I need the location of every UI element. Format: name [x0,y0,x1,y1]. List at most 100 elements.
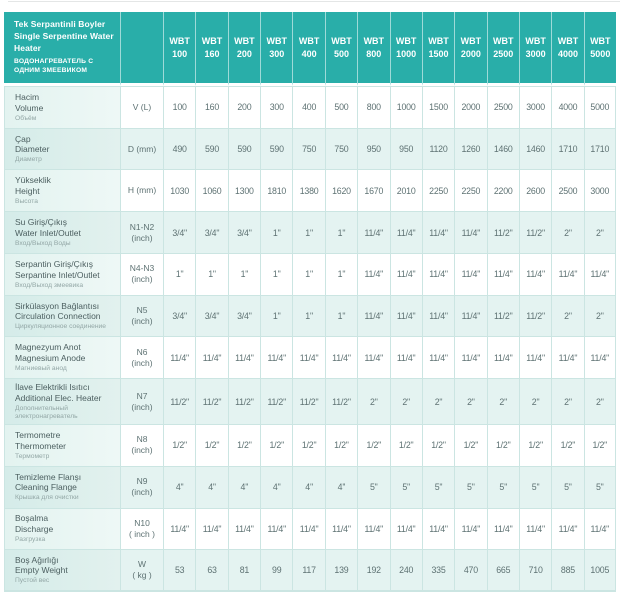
value-cell: 200 [227,86,261,128]
value-cell: 63 [195,549,228,591]
value-cell: 11/4" [454,211,487,253]
value-cell: 11/2" [324,378,358,425]
title-english: Single Serpentine Water Heater [14,31,114,54]
value-cell: 1/2" [518,424,552,466]
column-header: WBT 500 [324,12,358,86]
value-cell: 100 [163,86,196,128]
value-cell: 1/2" [195,424,228,466]
value-cell: 11/4" [454,252,487,295]
unit-symbol: N6 [136,346,148,357]
column-header-brand: WBT [590,36,611,47]
value-cell: 11/4" [227,336,261,379]
value-cell: 2" [583,378,616,425]
value-cell: 3/4" [195,211,228,253]
value-cell: 2500 [551,169,584,212]
unit-cell: W( kg ) [120,549,163,591]
unit-measure: (inch) [131,316,153,327]
value-cell: 1710 [551,127,584,170]
value-cell: 4'' [163,465,196,508]
column-header: WBT 4000 [551,12,584,86]
value-cell: 665 [486,549,519,591]
value-cell: 1710 [583,127,616,170]
column-header-model: 800 [366,48,382,59]
row-label-russian: Объём [15,114,37,122]
column-header-model: 200 [236,48,252,59]
value-cell: 11/4" [324,507,358,550]
unit-symbol: N1-N2 [129,221,155,232]
column-header-model: 500 [333,48,349,59]
row-label-russian: Термометр [15,452,50,460]
unit-measure: (inch) [131,357,153,368]
value-cell: 5'' [486,465,519,508]
row-label-turkish: Boş Ağırlığı [15,554,59,565]
value-cell: 590 [227,127,261,170]
unit-cell: N5 (inch) [120,294,163,337]
unit-cell: N4-N3 (inch) [120,252,163,295]
row-label: Termometre Thermometer Термометр [4,424,120,466]
unit-measure: ( kg ) [132,570,152,581]
unit-symbol: N4-N3 [129,263,155,274]
value-cell: 2" [518,378,552,425]
value-cell: 11/4" [292,507,325,550]
row-label-russian: Циркуляционное соединение [15,323,106,331]
value-cell: 1300 [227,169,261,212]
row-label-english: Cleaning Flange [15,482,77,493]
column-header-brand: WBT [460,36,482,47]
row-label: Boşalma Discharge Разгрузка [4,507,120,550]
unit-cell: V (L) [120,86,163,128]
row-label-turkish: Çap [15,133,31,144]
row-label: Magnezyum Anot Magnesium Anode Магниевый а… [4,336,120,379]
value-cell: 99 [260,549,293,591]
value-cell: 1/2" [292,424,325,466]
value-cell: 81 [227,549,261,591]
value-cell: 1" [260,211,293,253]
value-cell: 1" [163,252,196,295]
unit-symbol: N10 [134,517,150,528]
value-cell: 11/2" [227,378,261,425]
value-cell: 4000 [551,86,584,128]
title-turkish: Tek Serpantinli Boyler [14,19,106,30]
value-cell: 11/4" [163,507,196,550]
value-cell: 3/4" [163,211,196,253]
value-cell: 950 [389,127,422,170]
value-cell: 11/4" [454,336,487,379]
value-cell: 4'' [260,465,293,508]
value-cell: 750 [324,127,358,170]
row-label-turkish: Temizleme Flanşı [15,471,82,482]
value-cell: 1460 [518,127,552,170]
title-russian: ВОДОНАГРЕВАТЕЛЬ С ОДНИМ ЗМЕЕВИКОМ [14,58,94,74]
row-label-turkish: Su Giriş/Çıkış [15,217,67,228]
value-cell: 11/4" [486,507,519,550]
column-header: WBT 2500 [486,12,519,86]
row-label: Boş Ağırlığı Empty Weight Пустой вес [4,549,120,591]
value-cell: 1060 [195,169,228,212]
column-header-model: 2500 [493,48,514,59]
value-cell: 590 [195,127,228,170]
value-cell: 4'' [195,465,228,508]
value-cell: 470 [454,549,487,591]
column-header-brand: WBT [298,36,320,47]
value-cell: 11/4" [389,294,422,337]
value-cell: 1" [292,294,325,337]
value-cell: 11/4" [389,211,422,253]
value-cell: 1/2" [163,424,196,466]
row-label-russian: Крышка для очистки [15,494,79,502]
value-cell: 3000 [518,86,552,128]
value-cell: 11/4" [292,336,325,379]
value-cell: 1670 [357,169,390,212]
row-label-english: Circulation Connection [15,311,101,322]
column-header: WBT 1000 [389,12,422,86]
value-cell: 11/4" [486,336,519,379]
column-header-brand: WBT [395,36,417,47]
row-label: Yükseklik Height Высота [4,169,120,212]
value-cell: 53 [163,549,196,591]
row-label-russian: Высота [15,198,38,206]
value-cell: 11/4" [389,252,422,295]
value-cell: 1/2" [357,424,390,466]
water-heater-spec-table: Tek Serpantinli Boyler Single Serpentine… [4,12,616,592]
value-cell: 11/4" [357,252,390,295]
column-header-model: 160 [204,48,220,59]
value-cell: 5'' [551,465,584,508]
column-header: WBT 200 [227,12,261,86]
column-header-brand: WBT [492,36,514,47]
